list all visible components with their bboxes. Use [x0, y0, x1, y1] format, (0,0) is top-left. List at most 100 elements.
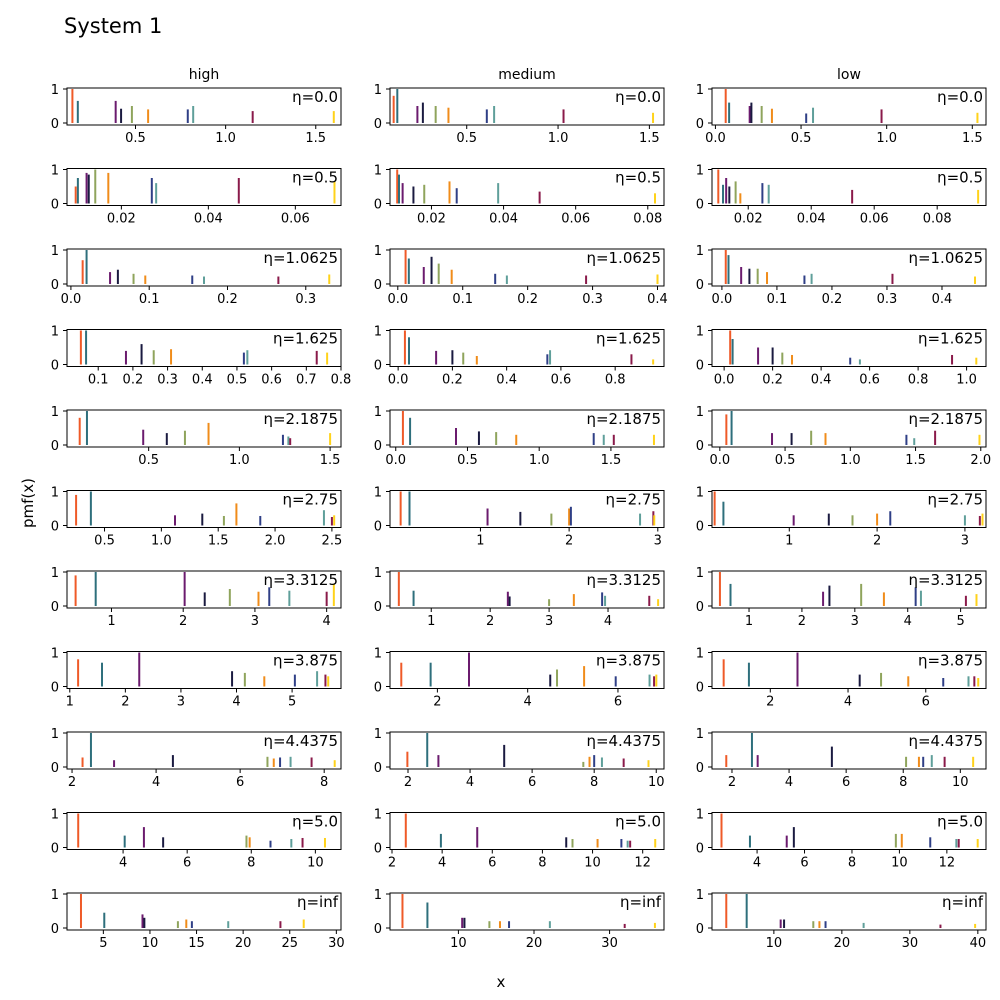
x-tick-label: 0.3 [157, 373, 178, 388]
x-tick-label: 0.2 [442, 373, 463, 388]
panel-frame [389, 490, 665, 528]
x-tick-label: 10 [584, 856, 601, 871]
x-tick-label: 10 [766, 936, 783, 951]
eta-label: η=inf [297, 893, 339, 911]
x-tick-label: 0.4 [932, 292, 953, 307]
x-tick-label: 5 [288, 695, 296, 710]
panel-frame [389, 731, 665, 770]
x-tick-label: 2.5 [322, 534, 343, 549]
x-tick-label: 3 [961, 534, 969, 549]
x-tick-label: 1 [745, 614, 753, 629]
panel-high-row5: 0 1 0.5 1.0 1.5 2.0 2.5 η=2.75 [51, 486, 343, 549]
x-tick-label: 0.1 [88, 373, 109, 388]
x-tick-label: 1 [107, 614, 115, 629]
panel-frame [389, 651, 665, 689]
panel-frame [66, 731, 342, 770]
panel-medium-row5: 0 1 1 2 3 η=2.75 [374, 486, 665, 549]
panel-frame [66, 248, 342, 287]
y-tick-label: 1 [374, 486, 382, 501]
panel-frame [711, 812, 987, 850]
y-tick-label: 1 [696, 566, 704, 581]
y-tick-label: 0 [51, 278, 59, 293]
y-tick-label: 1 [696, 486, 704, 501]
y-tick-label: 0 [696, 520, 704, 535]
y-tick-label: 0 [51, 922, 59, 937]
eta-label: η=1.625 [596, 330, 661, 348]
x-tick-label: 3 [251, 614, 259, 629]
y-tick-label: 0 [374, 761, 382, 776]
eta-label: η=2.1875 [908, 410, 983, 428]
y-tick-label: 0 [696, 359, 704, 374]
panel-high-row4: 0 1 0.5 1.0 1.5 η=2.1875 [51, 405, 342, 468]
panel-medium-row9: 012 4 6 8 10 12η=5.0 [374, 808, 665, 871]
panel-low-row3: 0 1 0.0 0.2 0.4 0.6 0.8 1.0 η=1.625 [696, 325, 987, 388]
panel-low-row1: 0 1 0.02 0.04 0.06 0.08 η=0.5 [696, 164, 987, 227]
eta-label: η=4.4375 [908, 732, 983, 750]
x-tick-label: 2 [766, 695, 774, 710]
x-tick-label: 0.3 [582, 292, 603, 307]
x-tick-label: 4 [524, 695, 532, 710]
x-tick-label: 30 [902, 936, 919, 951]
y-tick-label: 0 [51, 359, 59, 374]
y-tick-label: 0 [374, 681, 382, 696]
x-tick-label: 0.3 [295, 292, 316, 307]
y-tick-label: 0 [696, 117, 704, 132]
x-tick-label: 0.3 [877, 292, 898, 307]
x-tick-label: 2 [873, 534, 881, 549]
eta-label: η=0.0 [615, 88, 661, 106]
eta-label: η=4.4375 [586, 732, 661, 750]
panel-frame [711, 892, 987, 931]
panel-high-row9: 0 1 4 6 8 10 η=5.0 [51, 808, 342, 871]
x-tick-label: 12 [634, 856, 651, 871]
x-tick-label: 3 [545, 614, 553, 629]
x-tick-label: 0.4 [192, 373, 213, 388]
panel-frame [711, 168, 987, 206]
x-tick-label: 2.0 [265, 534, 286, 549]
x-tick-label: 0.06 [561, 212, 590, 227]
x-tick-label: 0.04 [489, 212, 518, 227]
x-tick-label: 1.5 [320, 453, 341, 468]
x-tick-label: 0.1 [139, 292, 160, 307]
panel-high-row1: 0 1 0.02 0.04 0.06 η=0.5 [51, 164, 342, 227]
x-tick-label: 0.5 [138, 453, 159, 468]
eta-label: η=1.0625 [908, 249, 983, 267]
panel-frame [389, 248, 665, 287]
panel-low-row2: 0 1 0.0 0.1 0.2 0.3 0.4 η=1.0625 [696, 244, 987, 307]
x-tick-label: 0.0 [705, 131, 726, 146]
x-tick-label: 40 [970, 936, 987, 951]
x-tick-label: 8 [848, 856, 856, 871]
panel-low-row7: 0 1 2 4 6 η=3.875 [696, 647, 987, 710]
eta-label: η=5.0 [937, 813, 983, 831]
y-tick-label: 0 [374, 922, 382, 937]
y-tick-label: 1 [374, 727, 382, 742]
x-tick-label: 1 [66, 695, 74, 710]
eta-label: η=2.1875 [586, 410, 661, 428]
x-tick-label: 0.7 [296, 373, 317, 388]
y-tick-label: 0 [51, 117, 59, 132]
eta-label: η=2.75 [283, 491, 338, 509]
x-tick-label: 1.0 [956, 373, 977, 388]
x-tick-label: 4 [466, 775, 474, 790]
y-tick-label: 1 [51, 888, 59, 903]
y-tick-label: 0 [51, 198, 59, 213]
x-tick-label: 1 [427, 614, 435, 629]
x-tick-label: 0.5 [791, 131, 812, 146]
y-tick-label: 0 [696, 761, 704, 776]
panel-frame [389, 812, 665, 850]
x-tick-label: 20 [526, 936, 543, 951]
y-tick-label: 1 [374, 83, 382, 98]
x-tick-label: 4 [904, 614, 912, 629]
y-tick-label: 1 [696, 888, 704, 903]
y-tick-label: 0 [51, 600, 59, 615]
y-tick-label: 1 [51, 244, 59, 259]
panel-high-row8: 0 1 2 4 6 8 η=4.4375 [51, 727, 342, 790]
panel-low-row8: 0 1 2 4 6 8 10 η=4.4375 [696, 727, 987, 790]
x-tick-label: 0.0 [385, 453, 406, 468]
y-tick-label: 1 [374, 164, 382, 179]
x-tick-label: 4 [844, 695, 852, 710]
y-tick-label: 0 [374, 359, 382, 374]
y-tick-label: 1 [696, 808, 704, 823]
eta-label: η=2.75 [606, 491, 661, 509]
x-tick-label: 0.2 [517, 292, 538, 307]
